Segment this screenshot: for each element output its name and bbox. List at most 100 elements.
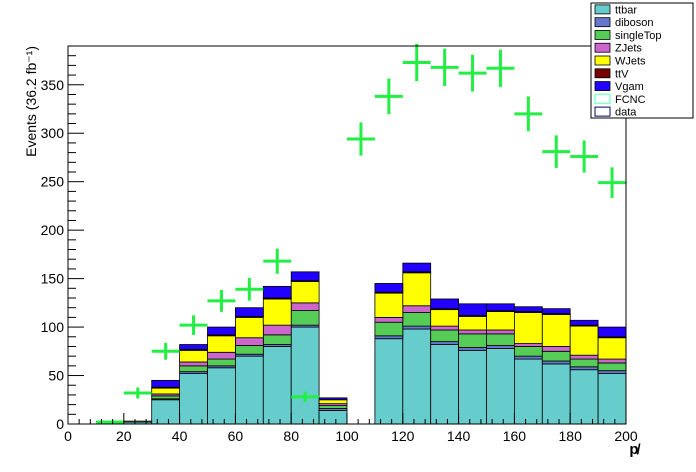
- legend-label: diboson: [615, 17, 654, 29]
- bar-singleTop-12: [402, 312, 432, 327]
- bar-Vgam-14: [458, 303, 487, 316]
- bar-singleTop-11: [374, 321, 404, 337]
- x-tick-label: 40: [172, 428, 188, 444]
- bar-Vgam-6: [234, 307, 264, 317]
- bar-WJets-19: [597, 337, 627, 360]
- histogram-bars: [123, 262, 627, 425]
- x-tick-label: 80: [283, 428, 299, 444]
- legend-entry-diboson: diboson: [594, 17, 654, 29]
- bar-WJets-17: [541, 314, 571, 347]
- legend: ttbardibosonsingleTopZJetsWJetsttVVgamFC…: [590, 2, 694, 119]
- bar-ttbar-11: [374, 338, 404, 425]
- bar-singleTop-15: [486, 333, 515, 346]
- bar-diboson-11: [374, 335, 404, 340]
- legend-entry-ZJets: ZJets: [594, 43, 642, 55]
- bar-ZJets-15: [486, 329, 515, 335]
- bar-WJets-13: [430, 309, 460, 327]
- legend-entry-Vgam: Vgam: [594, 81, 644, 93]
- bar-ZJets-19: [597, 358, 627, 364]
- bar-Vgam-5: [207, 326, 236, 336]
- bar-Vgam-17: [541, 308, 571, 314]
- legend-entry-ttV: ttV: [594, 68, 629, 80]
- bar-diboson-12: [402, 325, 432, 330]
- bar-Vgam-7: [262, 285, 292, 299]
- y-tick-label: 200: [41, 222, 65, 238]
- y-tick-label: 250: [41, 174, 65, 190]
- bar-ZJets-13: [430, 325, 460, 331]
- data-point-13: [486, 49, 515, 87]
- bar-WJets-6: [234, 316, 264, 339]
- bar-ttbar-19: [597, 373, 627, 425]
- bar-Vgam-9: [318, 397, 348, 401]
- y-tick-label: 100: [41, 319, 65, 335]
- data-point-15: [542, 135, 571, 168]
- bar-ZJets-8: [290, 302, 320, 312]
- bar-ttbar-14: [458, 349, 487, 425]
- bar-ZJets-12: [402, 305, 432, 313]
- bar-singleTop-4: [179, 365, 208, 373]
- bar-Vgam-18: [569, 319, 599, 326]
- bar-ZJets-14: [458, 329, 487, 335]
- bar-ZJets-7: [262, 324, 292, 336]
- bar-singleTop-16: [514, 346, 543, 357]
- data-point-8: [347, 122, 375, 156]
- bar-ttbar-7: [262, 346, 292, 425]
- bar-Vgam-16: [514, 306, 543, 312]
- x-tick-label: 140: [447, 428, 471, 444]
- bar-ttbar-5: [207, 367, 236, 425]
- bar-singleTop-5: [207, 358, 236, 367]
- bar-WJets-14: [458, 316, 487, 331]
- y-tick-label: 300: [41, 125, 65, 141]
- legend-entry-WJets: WJets: [594, 56, 646, 68]
- x-tick-label: 60: [228, 428, 244, 444]
- data-point-4: [207, 289, 236, 312]
- data-point-2: [151, 342, 180, 360]
- bar-ZJets-6: [234, 337, 264, 346]
- data-point-17: [598, 167, 626, 198]
- data-point-6: [263, 248, 292, 274]
- bar-WJets-16: [514, 312, 543, 344]
- y-axis: 0 50 100 150 200 250 300 350: [41, 45, 84, 432]
- bar-WJets-18: [569, 325, 599, 356]
- data-point-12: [458, 54, 487, 92]
- bar-ttbar-18: [569, 369, 599, 425]
- data-point-3: [179, 315, 208, 335]
- bar-ttbar-4: [179, 373, 208, 425]
- data-point-14: [514, 96, 543, 132]
- legend-label: ttbar: [615, 4, 637, 16]
- data-point-7: [291, 391, 320, 402]
- bar-Vgam-8: [290, 271, 320, 281]
- bar-singleTop-6: [234, 345, 264, 355]
- legend-entry-FCNC: FCNC: [594, 93, 646, 106]
- bar-WJets-2: [123, 420, 153, 423]
- x-axis-label: p̸: [629, 441, 640, 458]
- data-point-11: [430, 48, 459, 86]
- bar-Vgam-13: [430, 298, 460, 310]
- x-tick-label: 120: [391, 428, 415, 444]
- data-point-0: [95, 420, 124, 424]
- legend-entry-data: data: [594, 106, 637, 119]
- y-tick-label: 150: [41, 271, 65, 287]
- bar-Vgam-19: [597, 326, 627, 338]
- bar-Vgam-4: [179, 344, 208, 350]
- bar-singleTop-19: [597, 362, 627, 372]
- x-tick-label: 160: [503, 428, 527, 444]
- bar-singleTop-18: [569, 358, 599, 368]
- bar-singleTop-14: [458, 333, 487, 348]
- legend-label: ZJets: [615, 43, 642, 55]
- y-tick-label: 350: [41, 77, 65, 93]
- bar-diboson-19: [597, 370, 627, 375]
- bar-singleTop-13: [430, 329, 460, 343]
- bar-Vgam-3: [151, 379, 180, 388]
- bar-ttbar-12: [402, 328, 432, 425]
- legend-label: Vgam: [615, 81, 644, 93]
- legend-label: data: [615, 107, 637, 119]
- bar-WJets-11: [374, 292, 404, 318]
- legend-label: singleTop: [615, 30, 661, 42]
- bar-singleTop-17: [541, 350, 571, 362]
- legend-label: FCNC: [615, 94, 646, 106]
- bar-ttbar-8: [290, 326, 320, 425]
- bar-ttbar-15: [486, 347, 515, 425]
- bar-Vgam-11: [374, 283, 404, 293]
